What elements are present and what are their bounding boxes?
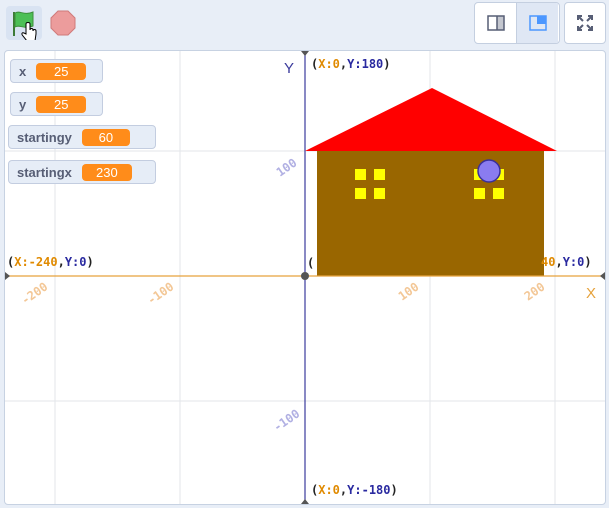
stop-button[interactable]: [50, 10, 76, 36]
stop-icon: [50, 10, 76, 36]
monitor-value: 25: [36, 95, 87, 113]
fullscreen-button[interactable]: [564, 2, 606, 44]
coord-top: (X:0,Y:180): [311, 57, 391, 71]
coord-right: 40,Y:0): [541, 255, 592, 269]
house-roof: [305, 88, 557, 151]
y-axis-label: Y: [284, 60, 294, 77]
x-tick-label: -200: [19, 279, 51, 307]
stage-size-toggle: [474, 2, 560, 44]
house-wall: [317, 151, 544, 276]
x-axis-label: X: [586, 285, 596, 302]
x-tick-label: 100: [396, 280, 422, 304]
fullscreen-icon: [577, 15, 593, 31]
variable-monitor-startingy[interactable]: startingy 60: [8, 125, 156, 149]
monitor-value: 230: [81, 163, 132, 181]
normal-stage-button[interactable]: [517, 3, 558, 43]
small-stage-button[interactable]: [475, 3, 517, 43]
x-tick-label: 200: [522, 280, 548, 304]
small-stage-icon: [486, 15, 505, 31]
monitor-label: startingx: [17, 164, 72, 180]
variable-monitor-y[interactable]: y 25: [10, 92, 103, 116]
coord-left: (X:-240,Y:0): [7, 255, 94, 269]
monitor-value: 60: [81, 128, 130, 146]
monitor-value: 25: [36, 62, 87, 80]
coord-bottom: (X:0,Y:-180): [311, 483, 398, 497]
y-tick-label: -100: [271, 406, 303, 434]
variable-monitor-x[interactable]: x 25: [10, 59, 103, 83]
x-tick-label: -100: [145, 279, 177, 307]
sprite-ball[interactable]: [477, 159, 501, 183]
coord-center-fragment: (: [307, 256, 314, 270]
stage[interactable]: Y X (X:0,Y:180) (X:0,Y:-180) (X:-240,Y:0…: [4, 50, 606, 505]
stage-toolbar: [0, 0, 609, 48]
axis-endpoints: [5, 51, 605, 504]
green-flag-icon: [13, 11, 37, 42]
monitor-label: startingy: [17, 129, 72, 145]
monitor-label: x: [19, 63, 27, 79]
normal-stage-icon: [528, 15, 547, 31]
green-flag-button[interactable]: [6, 6, 42, 42]
hand-cursor-icon: [21, 22, 37, 42]
y-tick-label: 100: [274, 156, 300, 180]
monitor-label: y: [19, 96, 27, 112]
variable-monitor-startingx[interactable]: startingx 230: [8, 160, 156, 184]
stage-canvas[interactable]: Y X (X:0,Y:180) (X:0,Y:-180) (X:-240,Y:0…: [5, 51, 605, 504]
